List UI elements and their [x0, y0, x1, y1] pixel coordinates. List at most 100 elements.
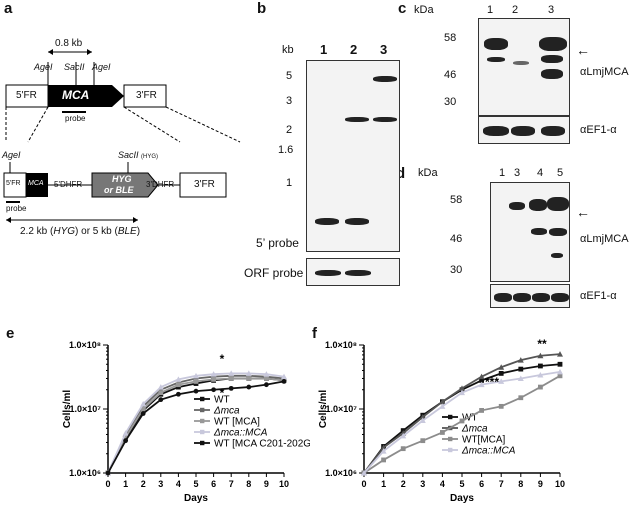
lane-3-c: 3 [548, 4, 555, 16]
band [315, 218, 339, 225]
data-point [459, 385, 465, 391]
x-tick-label: 4 [176, 479, 181, 489]
data-point [228, 370, 235, 376]
loading-d: αEF1-α [580, 290, 617, 302]
legend-marker [200, 418, 205, 424]
x-tick-label: 2 [141, 479, 146, 489]
data-point [538, 363, 543, 369]
probe-5prime-label: 5’ probe [256, 236, 299, 250]
data-point [498, 403, 504, 409]
x-tick-label: 7 [499, 479, 504, 489]
loading-c: αEF1-α [580, 124, 617, 136]
x-tick-label: 7 [229, 479, 234, 489]
data-point [210, 371, 217, 377]
data-point [498, 370, 504, 376]
data-point [517, 357, 524, 363]
x-axis-label: Days [450, 493, 474, 504]
y-axis-label: Cells/ml [318, 390, 329, 429]
site-label-sacll-hyg: SacII (HYG) [118, 150, 158, 160]
flank-3fr-b: 3'FR [194, 179, 215, 190]
lane-2-c: 2 [512, 4, 519, 16]
data-point [478, 381, 485, 388]
x-tick-label: 3 [420, 479, 425, 489]
panel-label-e: e [6, 325, 15, 342]
dhfr-5: 5'DHFR [54, 180, 83, 189]
marker-hyg: HYG [112, 174, 132, 184]
loading-blot-d [490, 284, 570, 308]
y-tick-label: 1.0×10⁷ [70, 404, 102, 414]
data-point [380, 448, 387, 454]
caption-part-3: ) [136, 226, 141, 237]
data-point [245, 370, 252, 376]
x-tick-label: 8 [518, 479, 523, 489]
band [513, 293, 531, 302]
size-label-0.8kb: 0.8 kb [55, 38, 83, 49]
legend-label: Δmca [213, 406, 240, 417]
significance-marker: * [220, 386, 225, 400]
gene-mca: MCA [62, 88, 90, 102]
legend-label: WT[MCA] [462, 435, 506, 446]
data-point [557, 351, 563, 357]
data-point [264, 382, 269, 388]
marker-58-c: 58 [444, 32, 457, 44]
site-label-agel-3: AgeI [2, 150, 21, 160]
data-point [140, 406, 146, 412]
x-tick-label: 9 [264, 479, 269, 489]
band [315, 270, 341, 276]
caption-part-1: 2.2 kb ( [20, 226, 54, 237]
marker-ble: or BLE [104, 185, 134, 195]
data-point [439, 398, 446, 405]
significance-marker: *** [485, 375, 499, 389]
band [531, 228, 547, 235]
data-point [380, 444, 387, 451]
band [541, 126, 565, 136]
marker-5kb: 5 [286, 70, 293, 82]
growth-curve-chart-e: 1.0×10⁶ 1.0×10⁷ 1.0×10⁸ 0 1 2 3 4 5 6 7 8 9 10 Days Cel… [62, 340, 310, 504]
arrow-icon: ← [576, 42, 590, 58]
data-point [122, 430, 129, 436]
site-label-agel-2: AgeI [92, 62, 111, 72]
data-point [157, 384, 164, 390]
sacll-text: SacII [118, 150, 139, 160]
x-axis-label: Days [184, 493, 208, 504]
data-point [176, 391, 181, 397]
probe-orf-label: ORF probe [244, 266, 304, 280]
fragment-caption: 2.2 kb (HYG) or 5 kb (BLE) [20, 226, 140, 237]
band [373, 76, 397, 82]
y-tick-label: 1.0×10⁷ [326, 404, 358, 414]
gene-map-diagram: 0.8 kb AgeI SacII AgeI 5'FR MCA 3'FR pro… [0, 0, 250, 270]
data-point [478, 373, 485, 380]
growth-curve-chart-f: 1.0×10⁶ 1.0×10⁷ 1.0×10⁸ 0 1 2 3 4 5 6 7 8 9 10 Days Cel… [318, 337, 565, 504]
lane-3-b: 3 [380, 42, 388, 57]
data-point [557, 368, 563, 375]
lane-1-c: 1 [487, 4, 494, 16]
caption-hyg: HYG [53, 226, 76, 237]
data-point [246, 384, 252, 390]
lane-1-b: 1 [320, 42, 328, 57]
data-point [228, 385, 234, 391]
x-tick-label: 5 [193, 479, 198, 489]
data-point [498, 364, 505, 370]
legend-marker [200, 396, 205, 402]
antibody-c: αLmjMCA [580, 66, 629, 78]
gene-mca-b: MCA [28, 180, 44, 187]
band [551, 293, 569, 302]
y-tick-label: 1.0×10⁸ [325, 340, 357, 350]
data-point [140, 411, 146, 416]
data-point [400, 432, 407, 439]
legend-label: WT [462, 413, 478, 424]
site-label-agel-1: AgeI [34, 62, 53, 72]
x-tick-label: 3 [158, 479, 163, 489]
western-blot-d [490, 182, 570, 282]
legend-marker [448, 447, 453, 453]
data-point [498, 378, 505, 384]
panel-label-f: f [312, 325, 317, 342]
data-point [281, 378, 287, 384]
legend-label: WT [214, 395, 230, 406]
data-point [175, 376, 182, 382]
lane-3-d: 3 [514, 167, 521, 179]
band [529, 199, 547, 211]
data-point [211, 377, 216, 382]
band [541, 69, 563, 79]
panel-label-c: c [398, 0, 407, 17]
